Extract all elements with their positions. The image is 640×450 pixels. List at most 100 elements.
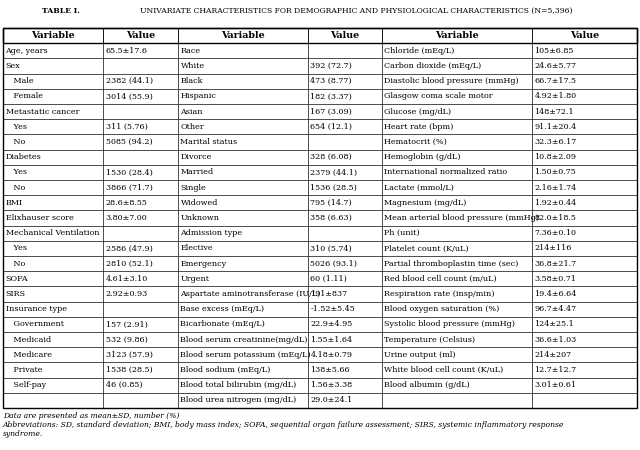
Text: Divorce: Divorce (180, 153, 212, 161)
Bar (103, 211, 178, 225)
Bar (382, 211, 532, 225)
Text: 167 (3.09): 167 (3.09) (310, 108, 353, 116)
Text: Respiration rate (insp/min): Respiration rate (insp/min) (385, 290, 495, 298)
Text: Bicarbonate (mEq/L): Bicarbonate (mEq/L) (180, 320, 266, 328)
Text: Variable: Variable (435, 31, 479, 40)
Bar (532, 347, 637, 362)
Bar (103, 104, 178, 119)
Text: 1.92±0.44: 1.92±0.44 (534, 199, 577, 207)
Bar (103, 165, 178, 180)
Bar (103, 256, 178, 271)
Bar (382, 225, 532, 241)
Text: Black: Black (180, 77, 203, 85)
Bar (382, 180, 532, 195)
Text: 3866 (71.7): 3866 (71.7) (106, 184, 152, 192)
Text: 148±72.1: 148±72.1 (534, 108, 574, 116)
Text: 19.4±6.64: 19.4±6.64 (534, 290, 577, 298)
Bar (178, 256, 308, 271)
Bar (308, 286, 382, 302)
Text: Blood serum creatinine(mg/dL): Blood serum creatinine(mg/dL) (180, 336, 308, 344)
Text: Yes: Yes (6, 244, 26, 252)
Text: No: No (6, 138, 25, 146)
Bar (103, 378, 178, 393)
Bar (3, 135, 103, 149)
Bar (3, 119, 103, 135)
Text: 5085 (94.2): 5085 (94.2) (106, 138, 152, 146)
Bar (3, 180, 103, 195)
Text: Glucose (mg/dL): Glucose (mg/dL) (385, 108, 452, 116)
Text: 1538 (28.5): 1538 (28.5) (106, 366, 152, 374)
Bar (3, 393, 103, 408)
Bar (532, 180, 637, 195)
Text: Temperature (Celsius): Temperature (Celsius) (385, 336, 476, 344)
Text: 66.7±17.5: 66.7±17.5 (534, 77, 577, 85)
Text: Red blood cell count (m/uL): Red blood cell count (m/uL) (385, 275, 497, 283)
Bar (103, 286, 178, 302)
Bar (103, 362, 178, 378)
Text: 36.8±21.7: 36.8±21.7 (534, 260, 577, 268)
Bar (103, 58, 178, 74)
Text: Yes: Yes (6, 123, 26, 131)
Text: International normalized ratio: International normalized ratio (385, 168, 508, 176)
Bar (532, 165, 637, 180)
Text: No: No (6, 260, 25, 268)
Bar (382, 378, 532, 393)
Text: Self-pay: Self-pay (6, 381, 45, 389)
Bar (308, 149, 382, 165)
Bar (103, 271, 178, 286)
Bar (178, 393, 308, 408)
Bar (382, 317, 532, 332)
Bar (3, 43, 103, 58)
Bar (178, 211, 308, 225)
Bar (3, 256, 103, 271)
Text: Carbon dioxide (mEq/L): Carbon dioxide (mEq/L) (385, 62, 482, 70)
Bar (382, 119, 532, 135)
Bar (308, 135, 382, 149)
Bar (178, 74, 308, 89)
Text: Mean arterial blood pressure (mmHg): Mean arterial blood pressure (mmHg) (385, 214, 540, 222)
Bar (3, 225, 103, 241)
Bar (3, 74, 103, 89)
Bar (532, 362, 637, 378)
Text: 310 (5.74): 310 (5.74) (310, 244, 352, 252)
Bar (103, 195, 178, 211)
Text: 22.9±4.95: 22.9±4.95 (310, 320, 353, 328)
Bar (178, 43, 308, 58)
Bar (3, 28, 637, 43)
Bar (103, 317, 178, 332)
Bar (308, 362, 382, 378)
Text: Value: Value (126, 31, 155, 40)
Bar (382, 149, 532, 165)
Text: UNIVARIATE CHARACTERISTICS FOR DEMOGRAPHIC AND PHYSIOLOGICAL CHARACTERISTICS (N=: UNIVARIATE CHARACTERISTICS FOR DEMOGRAPH… (140, 7, 573, 15)
Text: 138±5.66: 138±5.66 (310, 366, 350, 374)
Text: 4.92±1.80: 4.92±1.80 (534, 92, 577, 100)
Bar (3, 165, 103, 180)
Bar (103, 89, 178, 104)
Bar (103, 241, 178, 256)
Text: Hispanic: Hispanic (180, 92, 216, 100)
Text: Mechanical Ventilation: Mechanical Ventilation (6, 229, 99, 237)
Bar (3, 28, 637, 408)
Text: Abbreviations: SD, standard deviation; BMI, body mass index; SOFA, sequential or: Abbreviations: SD, standard deviation; B… (3, 421, 564, 429)
Bar (382, 135, 532, 149)
Text: 7.36±0.10: 7.36±0.10 (534, 229, 577, 237)
Text: 105±6.85: 105±6.85 (534, 47, 574, 55)
Bar (3, 58, 103, 74)
Text: Base excess (mEq/L): Base excess (mEq/L) (180, 305, 264, 313)
Bar (308, 225, 382, 241)
Bar (103, 119, 178, 135)
Bar (532, 104, 637, 119)
Text: Private: Private (6, 366, 42, 374)
Bar (308, 393, 382, 408)
Bar (532, 225, 637, 241)
Text: Other: Other (180, 123, 204, 131)
Bar (178, 180, 308, 195)
Text: 32.3±6.17: 32.3±6.17 (534, 138, 577, 146)
Bar (308, 347, 382, 362)
Text: 4.18±0.79: 4.18±0.79 (310, 351, 353, 359)
Text: Hematocrit (%): Hematocrit (%) (385, 138, 447, 146)
Text: Sex: Sex (6, 62, 20, 70)
Bar (178, 58, 308, 74)
Bar (3, 104, 103, 119)
Text: Data are presented as mean±SD, number (%): Data are presented as mean±SD, number (%… (3, 412, 179, 420)
